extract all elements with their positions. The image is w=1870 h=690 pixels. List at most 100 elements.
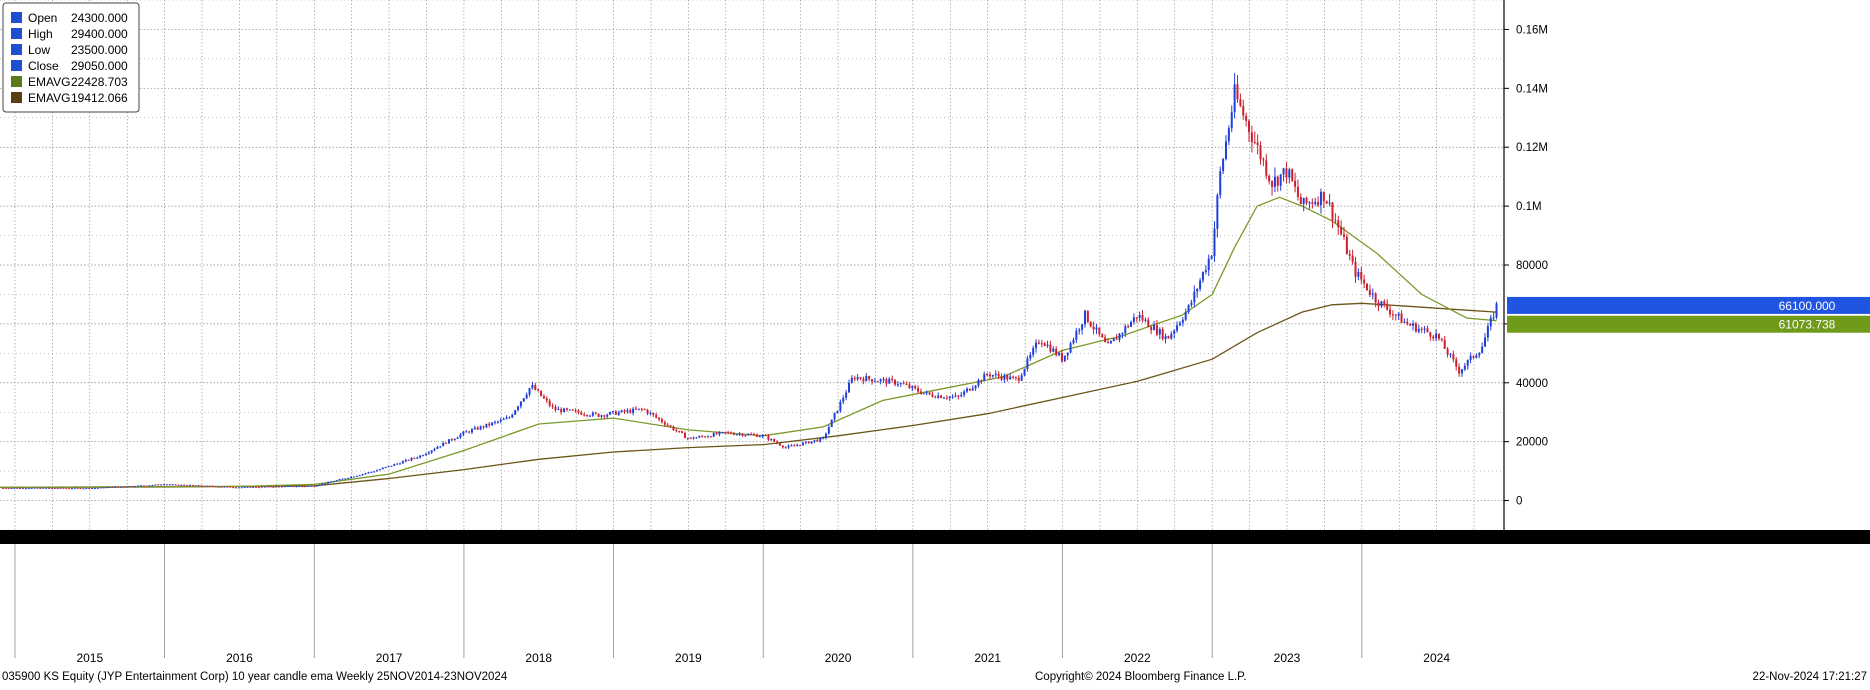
x-axis-area xyxy=(0,544,1870,671)
candle-body xyxy=(111,486,114,488)
candle-body xyxy=(1040,343,1043,345)
candle-body xyxy=(1420,328,1423,330)
candle-body xyxy=(407,459,410,461)
candle-body xyxy=(283,486,286,488)
candle-body xyxy=(1386,303,1389,310)
legend-label: Close xyxy=(28,59,59,73)
x-tick-label: 2020 xyxy=(825,651,852,665)
y-tick-label: 0.16M xyxy=(1516,24,1548,36)
candle-body xyxy=(1440,338,1443,340)
candle-body xyxy=(986,373,989,375)
candle-body xyxy=(514,410,517,415)
candle-body xyxy=(324,483,327,485)
candle-body xyxy=(1069,343,1072,353)
candle-body xyxy=(750,434,753,436)
x-tick-label: 2016 xyxy=(226,651,253,665)
candle-body xyxy=(59,487,62,489)
candle-body xyxy=(1273,176,1276,187)
candle-body xyxy=(266,486,269,488)
ema-badge-text: 61073.738 xyxy=(1779,318,1836,332)
candle-body xyxy=(240,487,243,489)
candle-body xyxy=(519,401,522,407)
candle-body xyxy=(1121,333,1124,335)
candle-body xyxy=(928,392,931,395)
candle-body xyxy=(594,412,597,414)
candle-body xyxy=(376,470,379,472)
candle-body xyxy=(24,488,27,490)
candle-body xyxy=(603,415,606,417)
candle-body xyxy=(1118,333,1121,340)
candle-body xyxy=(991,375,994,377)
candle-body xyxy=(1383,301,1386,304)
candle-body xyxy=(799,444,802,446)
candle-body xyxy=(1132,317,1135,323)
candle-body xyxy=(1222,159,1225,172)
candle-body xyxy=(286,486,289,488)
candle-body xyxy=(180,484,183,486)
candle-body xyxy=(1210,256,1213,259)
candle-body xyxy=(258,487,261,489)
candle-body xyxy=(1337,220,1340,228)
candle-body xyxy=(997,373,1000,377)
candle-body xyxy=(1204,270,1207,272)
candle-body xyxy=(945,397,948,399)
ema-lines xyxy=(0,196,1497,488)
candle-body xyxy=(922,393,925,395)
candle-body xyxy=(675,430,678,432)
candle-body xyxy=(470,429,473,433)
candle-body xyxy=(1377,302,1380,307)
candle-body xyxy=(237,487,240,489)
candle-body xyxy=(643,409,646,411)
candle-body xyxy=(640,408,643,410)
candle-body xyxy=(168,484,171,486)
candle-body xyxy=(140,485,143,487)
candle-body xyxy=(1455,359,1458,367)
candle-body xyxy=(888,378,891,384)
candle-body xyxy=(65,488,68,490)
candle-body xyxy=(548,400,551,406)
candle-body xyxy=(1276,176,1279,186)
candle-body xyxy=(1150,327,1153,331)
candle-body xyxy=(931,394,934,397)
candle-body xyxy=(692,437,695,439)
x-tick-label: 2022 xyxy=(1124,651,1151,665)
candle-body xyxy=(525,394,528,399)
candle-body xyxy=(381,467,384,470)
candle-body xyxy=(1305,197,1308,204)
candle-body xyxy=(609,412,612,415)
candle-body xyxy=(1279,174,1282,186)
candle-body xyxy=(721,431,724,433)
candle-body xyxy=(79,487,82,489)
candle-body xyxy=(252,486,255,488)
candle-body xyxy=(1012,376,1015,378)
candle-body xyxy=(304,486,307,488)
candle-body xyxy=(393,464,396,466)
candle-body xyxy=(977,380,980,386)
candle-body xyxy=(1141,315,1144,321)
candle-body xyxy=(491,422,494,426)
candle-body xyxy=(445,442,448,444)
candle-body xyxy=(1089,322,1092,327)
legend-value: 23500.000 xyxy=(71,43,128,57)
candle-body xyxy=(194,485,197,487)
candle-body xyxy=(160,484,163,486)
candle-body xyxy=(1302,197,1305,205)
candle-body xyxy=(171,484,174,486)
candle-body xyxy=(611,411,614,413)
candle-body xyxy=(1317,202,1320,206)
legend-swatch xyxy=(11,92,22,103)
y-tick-label: 0.12M xyxy=(1516,142,1548,154)
candle-body xyxy=(1325,201,1328,204)
candle-body xyxy=(485,423,488,428)
candle-body xyxy=(318,484,321,486)
candle-body xyxy=(327,481,330,484)
candle-body xyxy=(669,425,672,427)
x-axis-bar xyxy=(0,530,1870,544)
candle-body xyxy=(45,487,48,489)
candle-body xyxy=(384,466,387,468)
candle-body xyxy=(1072,339,1075,344)
candle-body xyxy=(951,396,954,398)
candle-body xyxy=(1109,341,1112,344)
candle-body xyxy=(974,385,977,389)
